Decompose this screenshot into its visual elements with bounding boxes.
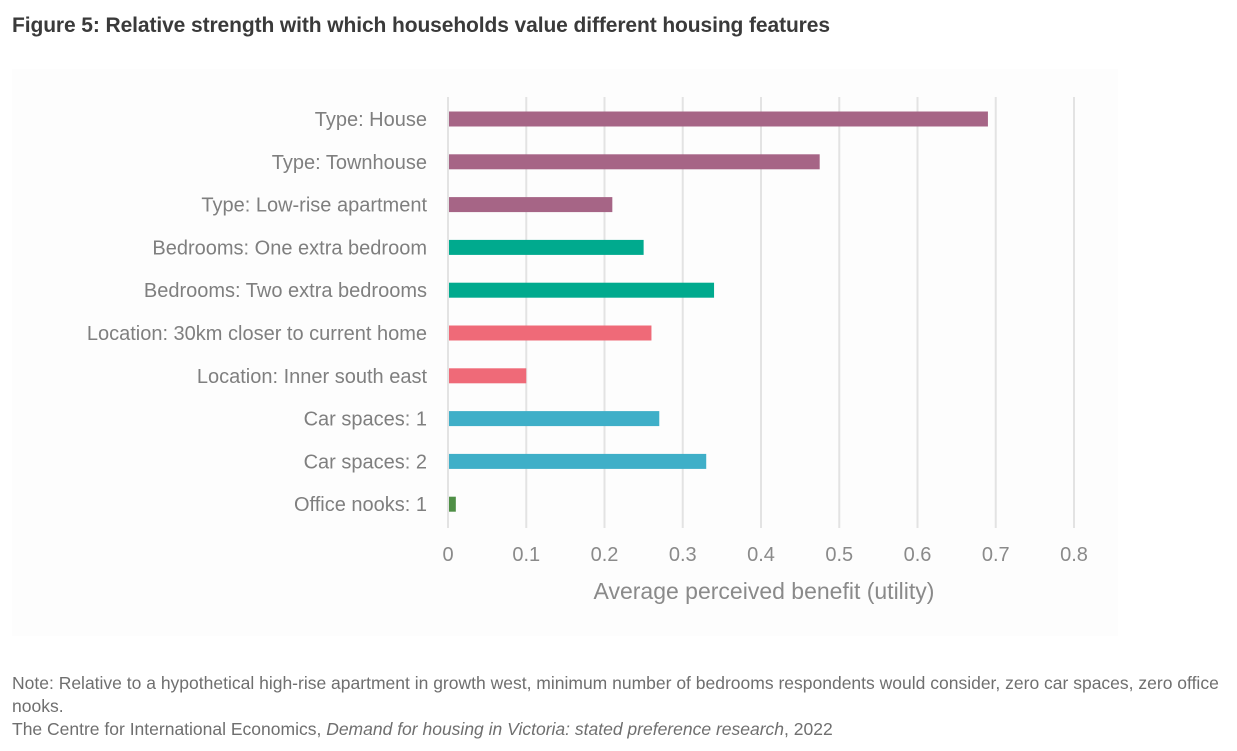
gridlines: [447, 97, 1075, 528]
category-label: Office nooks: 1: [294, 494, 427, 516]
bar: [449, 239, 644, 255]
x-tick-label: 0.7: [982, 544, 1010, 566]
bar: [449, 282, 715, 298]
bar: [449, 496, 456, 512]
x-axis-title: Average perceived benefit (utility): [594, 578, 935, 604]
category-label: Car spaces: 2: [304, 451, 427, 473]
bar: [449, 325, 652, 341]
category-label: Type: Townhouse: [272, 152, 427, 174]
bar-chart: Type: House Type: Townhouse Type: Low-rise…: [87, 97, 1088, 604]
x-tick-label: 0.3: [669, 544, 697, 566]
footnote: Note: Relative to a hypothetical high-ri…: [12, 672, 1237, 741]
category-label: Location: 30km closer to current home: [87, 323, 427, 345]
x-tick-label: 0.2: [591, 544, 619, 566]
bar: [449, 197, 613, 213]
category-label: Location: Inner south east: [197, 366, 428, 388]
source-prefix: The Centre for International Economics,: [12, 719, 327, 739]
source-text: The Centre for International Economics, …: [12, 718, 1237, 741]
bar: [449, 368, 527, 384]
source-title: Demand for housing in Victoria: stated p…: [326, 719, 785, 739]
category-label: Type: House: [315, 109, 427, 131]
category-label: Type: Low-rise apartment: [201, 195, 427, 217]
x-tick-label: 0.1: [512, 544, 540, 566]
bar: [449, 111, 988, 127]
x-tick-label: 0.4: [747, 544, 775, 566]
category-labels: Type: House Type: Townhouse Type: Low-rise…: [87, 109, 428, 516]
bar: [449, 453, 707, 469]
x-tick-label: 0.8: [1060, 544, 1088, 566]
bars: [449, 111, 988, 512]
bar: [449, 411, 660, 427]
x-tick-label: 0: [442, 544, 453, 566]
x-tick-label: 0.5: [825, 544, 853, 566]
figure-title: Figure 5: Relative strength with which h…: [12, 14, 830, 37]
category-label: Car spaces: 1: [304, 409, 427, 431]
bar: [449, 154, 820, 170]
category-label: Bedrooms: One extra bedroom: [152, 237, 427, 259]
source-suffix: , 2022: [784, 719, 833, 739]
note-text: Note: Relative to a hypothetical high-ri…: [12, 673, 1219, 716]
x-tick-label: 0.6: [904, 544, 932, 566]
x-tick-labels: 0 0.1 0.2 0.3 0.4 0.5 0.6 0.7 0.8: [442, 544, 1087, 566]
category-label: Bedrooms: Two extra bedrooms: [144, 280, 427, 302]
